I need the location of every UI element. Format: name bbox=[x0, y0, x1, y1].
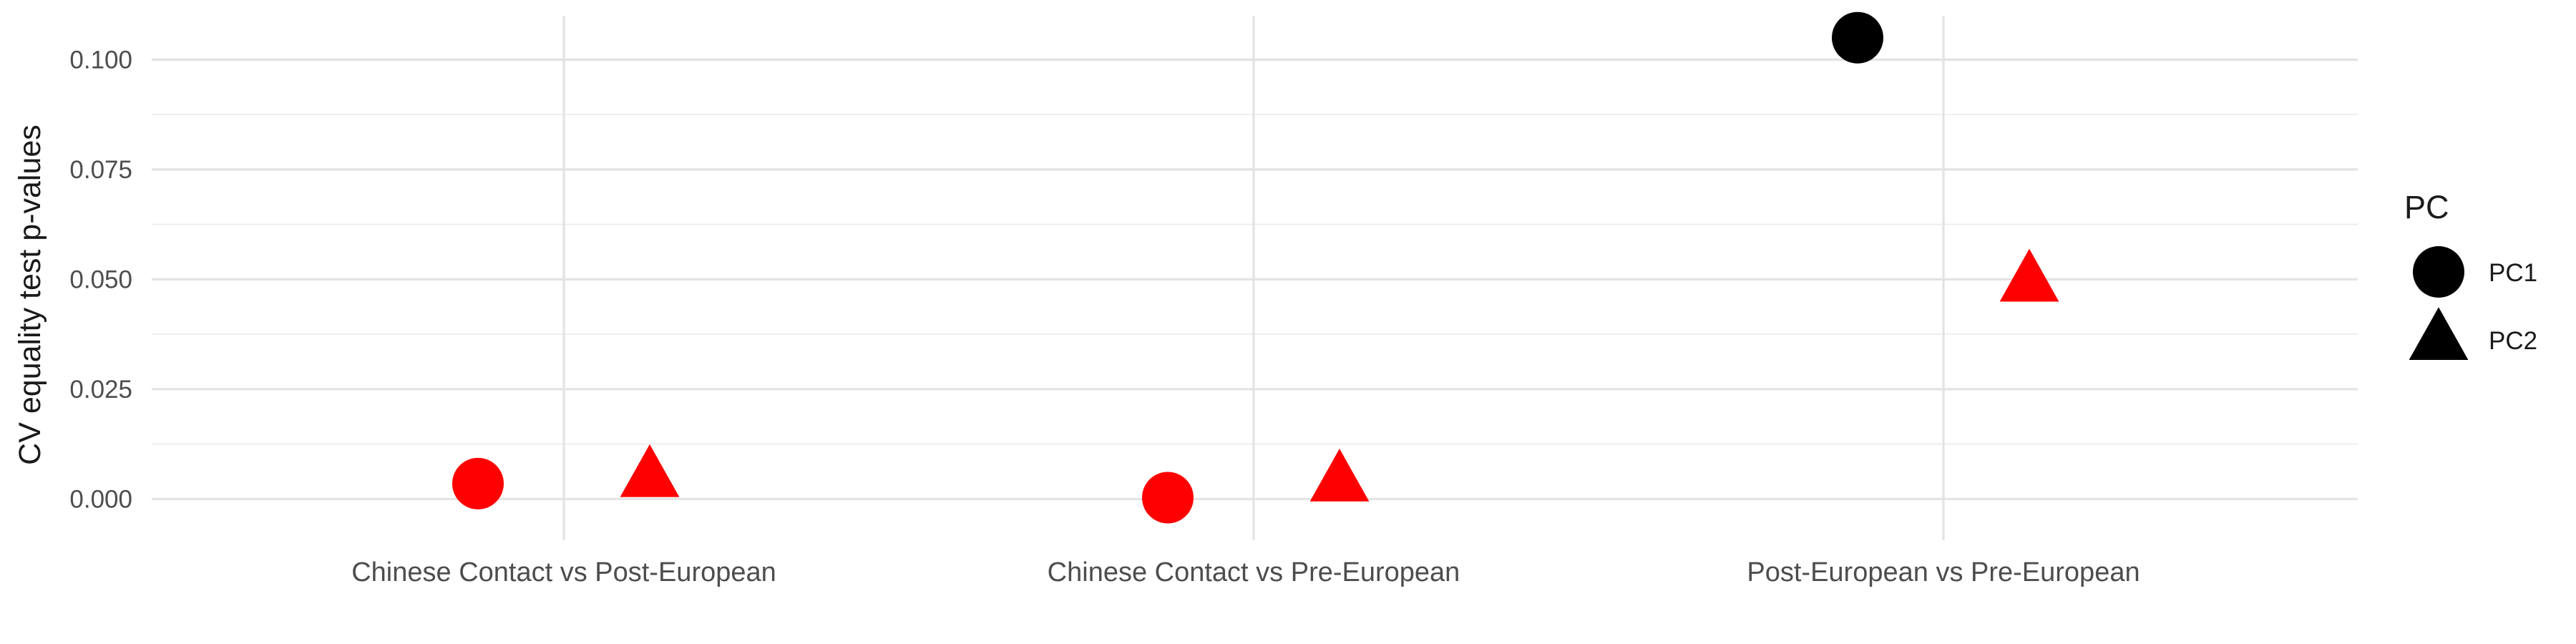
x-axis-ticks: Chinese Contact vs Post-European Chinese … bbox=[351, 557, 2140, 587]
y-axis-ticks: 0.000 0.025 0.050 0.075 0.100 bbox=[69, 46, 132, 513]
legend: PC PC1 PC2 bbox=[2404, 189, 2537, 361]
y-axis-label: CV equality test p-values bbox=[13, 125, 47, 465]
data-point-pc1 bbox=[452, 457, 504, 509]
data-point-pc1 bbox=[1142, 472, 1194, 524]
legend-key-pc1 bbox=[2413, 246, 2464, 298]
y-tick-label: 0.025 bbox=[69, 376, 132, 404]
legend-items: PC1 PC2 bbox=[2409, 246, 2537, 361]
data-point-pc2 bbox=[1309, 448, 1370, 502]
y-tick-label: 0.075 bbox=[69, 156, 132, 184]
data-point-pc2 bbox=[620, 444, 680, 497]
y-tick-label: 0.100 bbox=[69, 46, 132, 74]
grid-layer bbox=[152, 16, 2358, 540]
data-point-pc1 bbox=[1832, 11, 1883, 64]
legend-title: PC bbox=[2404, 189, 2449, 225]
x-tick-label: Chinese Contact vs Pre-European bbox=[1048, 557, 1460, 587]
legend-key-pc2 bbox=[2409, 307, 2469, 361]
y-tick-label: 0.000 bbox=[69, 485, 132, 513]
data-point-pc2 bbox=[1999, 248, 2059, 302]
x-tick-label: Post-European vs Pre-European bbox=[1747, 557, 2140, 587]
data-points bbox=[452, 11, 2059, 524]
y-tick-label: 0.050 bbox=[69, 265, 132, 293]
x-tick-label: Chinese Contact vs Post-European bbox=[351, 557, 776, 587]
legend-label: PC1 bbox=[2489, 259, 2537, 287]
legend-label: PC2 bbox=[2489, 327, 2537, 355]
